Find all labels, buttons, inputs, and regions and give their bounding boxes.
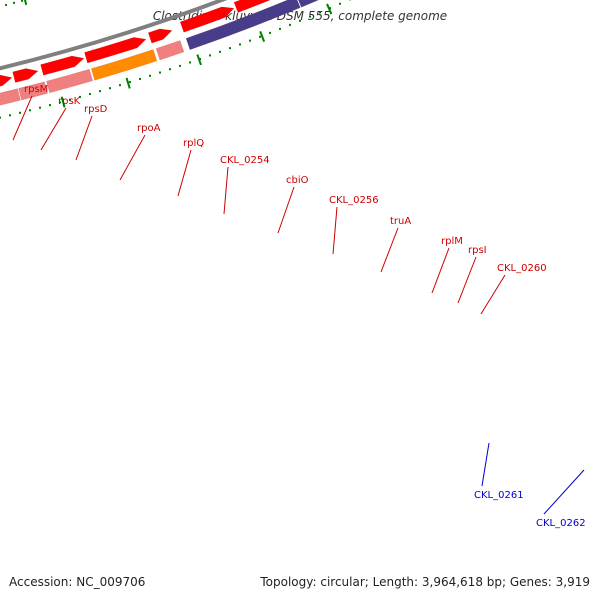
cds-arrow-2 bbox=[12, 68, 39, 83]
outer-dot bbox=[249, 39, 251, 42]
leader-line bbox=[480, 274, 506, 315]
gene-box-6 bbox=[185, 0, 301, 51]
leader-line bbox=[177, 149, 192, 197]
scale-tick-mark bbox=[23, 0, 28, 6]
gene-box-5 bbox=[155, 40, 185, 61]
genome-summary-text: Topology: circular; Length: 3,964,618 bp… bbox=[260, 575, 590, 589]
gene-label-ckl_0261: CKL_0261 bbox=[474, 490, 524, 501]
scale-ticks: 227 kbp228 kbp229 kbp230 kbp231 kbp232 k… bbox=[23, 0, 333, 108]
gene-label-rpsk: rpsK bbox=[58, 96, 81, 107]
leader-line bbox=[457, 256, 477, 304]
backbone-ring bbox=[0, 0, 228, 71]
outer-dot bbox=[49, 104, 51, 107]
gene-label-rpsm: rpsM bbox=[24, 84, 48, 95]
outer-dot bbox=[69, 98, 71, 101]
outer-dot bbox=[259, 35, 261, 38]
outer-dot bbox=[229, 47, 231, 50]
outer-dot bbox=[59, 101, 61, 104]
outer-dot bbox=[199, 57, 201, 60]
outer-dot bbox=[0, 116, 1, 119]
outer-dot bbox=[219, 50, 221, 53]
outer-dot bbox=[9, 114, 11, 117]
gene-label-rpoa: rpoA bbox=[137, 123, 161, 134]
outer-tick-mark bbox=[125, 77, 131, 89]
gene-label-cbio: cbiO bbox=[286, 175, 309, 186]
outer-dot bbox=[309, 15, 311, 18]
outer-dot bbox=[29, 109, 31, 112]
outer-tick-mark bbox=[196, 54, 202, 66]
gene-label-ckl_0256: CKL_0256 bbox=[329, 195, 379, 206]
scale-dot bbox=[5, 3, 7, 6]
outer-dot bbox=[209, 54, 211, 57]
leader-line bbox=[543, 469, 585, 515]
leader-line bbox=[119, 134, 146, 181]
cds-arrow-4 bbox=[84, 37, 147, 64]
leader-line bbox=[380, 227, 399, 273]
gene-label-rpsd: rpsD bbox=[84, 104, 108, 115]
accession-text: Accession: NC_009706 bbox=[9, 575, 146, 589]
gene-label-rplq: rplQ bbox=[183, 138, 204, 149]
outer-dot bbox=[159, 71, 161, 74]
gene-label-ckl_0262: CKL_0262 bbox=[536, 518, 586, 529]
leader-line bbox=[481, 442, 490, 487]
outer-dot bbox=[109, 87, 111, 90]
cds-arrow-1 bbox=[0, 74, 13, 87]
outer-dot bbox=[169, 68, 171, 71]
outer-dot bbox=[279, 27, 281, 30]
scale-dot bbox=[13, 1, 15, 4]
outer-dot bbox=[289, 23, 291, 26]
leader-line bbox=[40, 107, 67, 151]
outer-tick-mark bbox=[259, 30, 266, 42]
outer-dot bbox=[119, 84, 121, 87]
gene-label-trua: truA bbox=[390, 216, 411, 227]
gene-box-1 bbox=[0, 88, 21, 106]
leader-line bbox=[277, 186, 295, 234]
cds-arrow-3 bbox=[40, 55, 85, 76]
leader-line bbox=[223, 166, 229, 215]
genome-backbone bbox=[0, 0, 228, 71]
outer-dot bbox=[329, 7, 331, 10]
outer-tick-mark bbox=[60, 96, 66, 108]
outer-dot bbox=[339, 2, 341, 5]
leader-line bbox=[12, 95, 33, 141]
dotted-tracks bbox=[0, 0, 351, 119]
gene-label-rpsi: rpsI bbox=[468, 245, 487, 256]
outer-dot bbox=[189, 61, 191, 64]
cds-arrow-6 bbox=[179, 6, 235, 33]
gene-box-3 bbox=[46, 69, 93, 94]
outer-tick-mark bbox=[326, 3, 333, 15]
gene-box-4 bbox=[91, 49, 158, 81]
gene-box-7 bbox=[298, 0, 319, 8]
outer-dot bbox=[149, 74, 151, 77]
leader-line bbox=[431, 247, 450, 294]
outer-dot bbox=[239, 43, 241, 46]
cds-arrow-7 bbox=[233, 0, 271, 13]
label-leaders bbox=[12, 95, 585, 515]
gene-label-ckl_0260: CKL_0260 bbox=[497, 263, 547, 274]
outer-dot bbox=[129, 81, 131, 84]
gene-box-2 bbox=[18, 81, 48, 101]
cds-arrow-5 bbox=[148, 28, 173, 44]
outer-dot bbox=[39, 106, 41, 109]
outer-dot bbox=[319, 11, 321, 14]
outer-dot bbox=[299, 19, 301, 22]
outer-dot bbox=[179, 64, 181, 67]
gene-label-ckl_0254: CKL_0254 bbox=[220, 155, 270, 166]
leader-line bbox=[75, 115, 93, 161]
outer-dot bbox=[79, 95, 81, 98]
gene-features bbox=[0, 0, 319, 106]
outer-dot bbox=[99, 90, 101, 93]
leader-line bbox=[332, 206, 338, 255]
outer-dot bbox=[269, 31, 271, 34]
scale-dot bbox=[21, 0, 23, 2]
outer-dot bbox=[19, 111, 21, 114]
outer-dot bbox=[89, 93, 91, 96]
outer-dot bbox=[139, 77, 141, 80]
gene-label-rplm: rplM bbox=[441, 236, 463, 247]
